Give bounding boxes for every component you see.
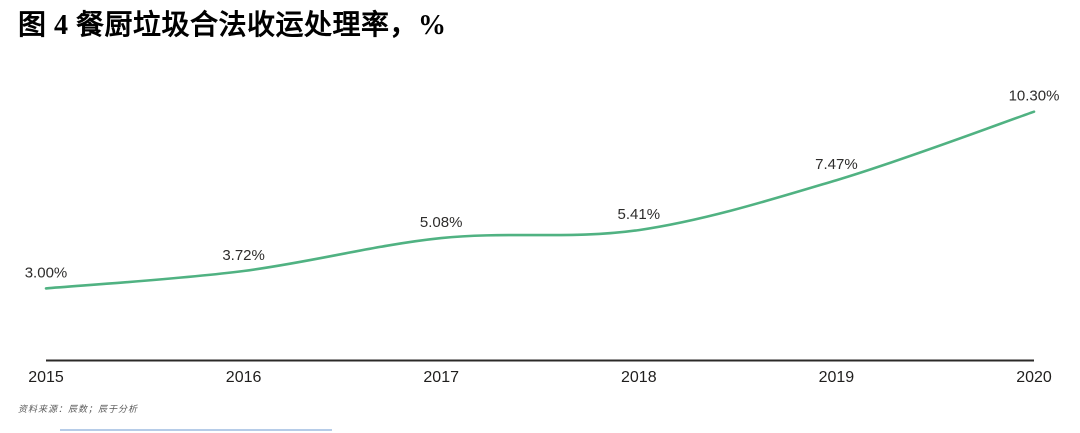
source-note: 资料来源：辰数；辰于分析 [18, 404, 139, 414]
data-label: 10.30% [1009, 88, 1060, 105]
figure-title: 图 4 餐厨垃圾合法收运处理率，% [18, 10, 447, 41]
x-tick-label: 2015 [28, 369, 64, 386]
data-label: 3.72% [222, 247, 265, 264]
x-tick-label: 2017 [423, 369, 459, 386]
data-label: 5.41% [618, 206, 661, 223]
x-tick-label: 2019 [819, 369, 855, 386]
bottom-accent-line [60, 429, 332, 431]
data-label: 7.47% [815, 156, 858, 173]
data-label: 3.00% [25, 264, 68, 281]
series-line [44, 110, 1036, 290]
x-tick-label: 2016 [226, 369, 262, 386]
x-tick-label: 2020 [1016, 369, 1052, 386]
x-tick-label: 2018 [621, 369, 657, 386]
data-label: 5.08% [420, 214, 463, 231]
